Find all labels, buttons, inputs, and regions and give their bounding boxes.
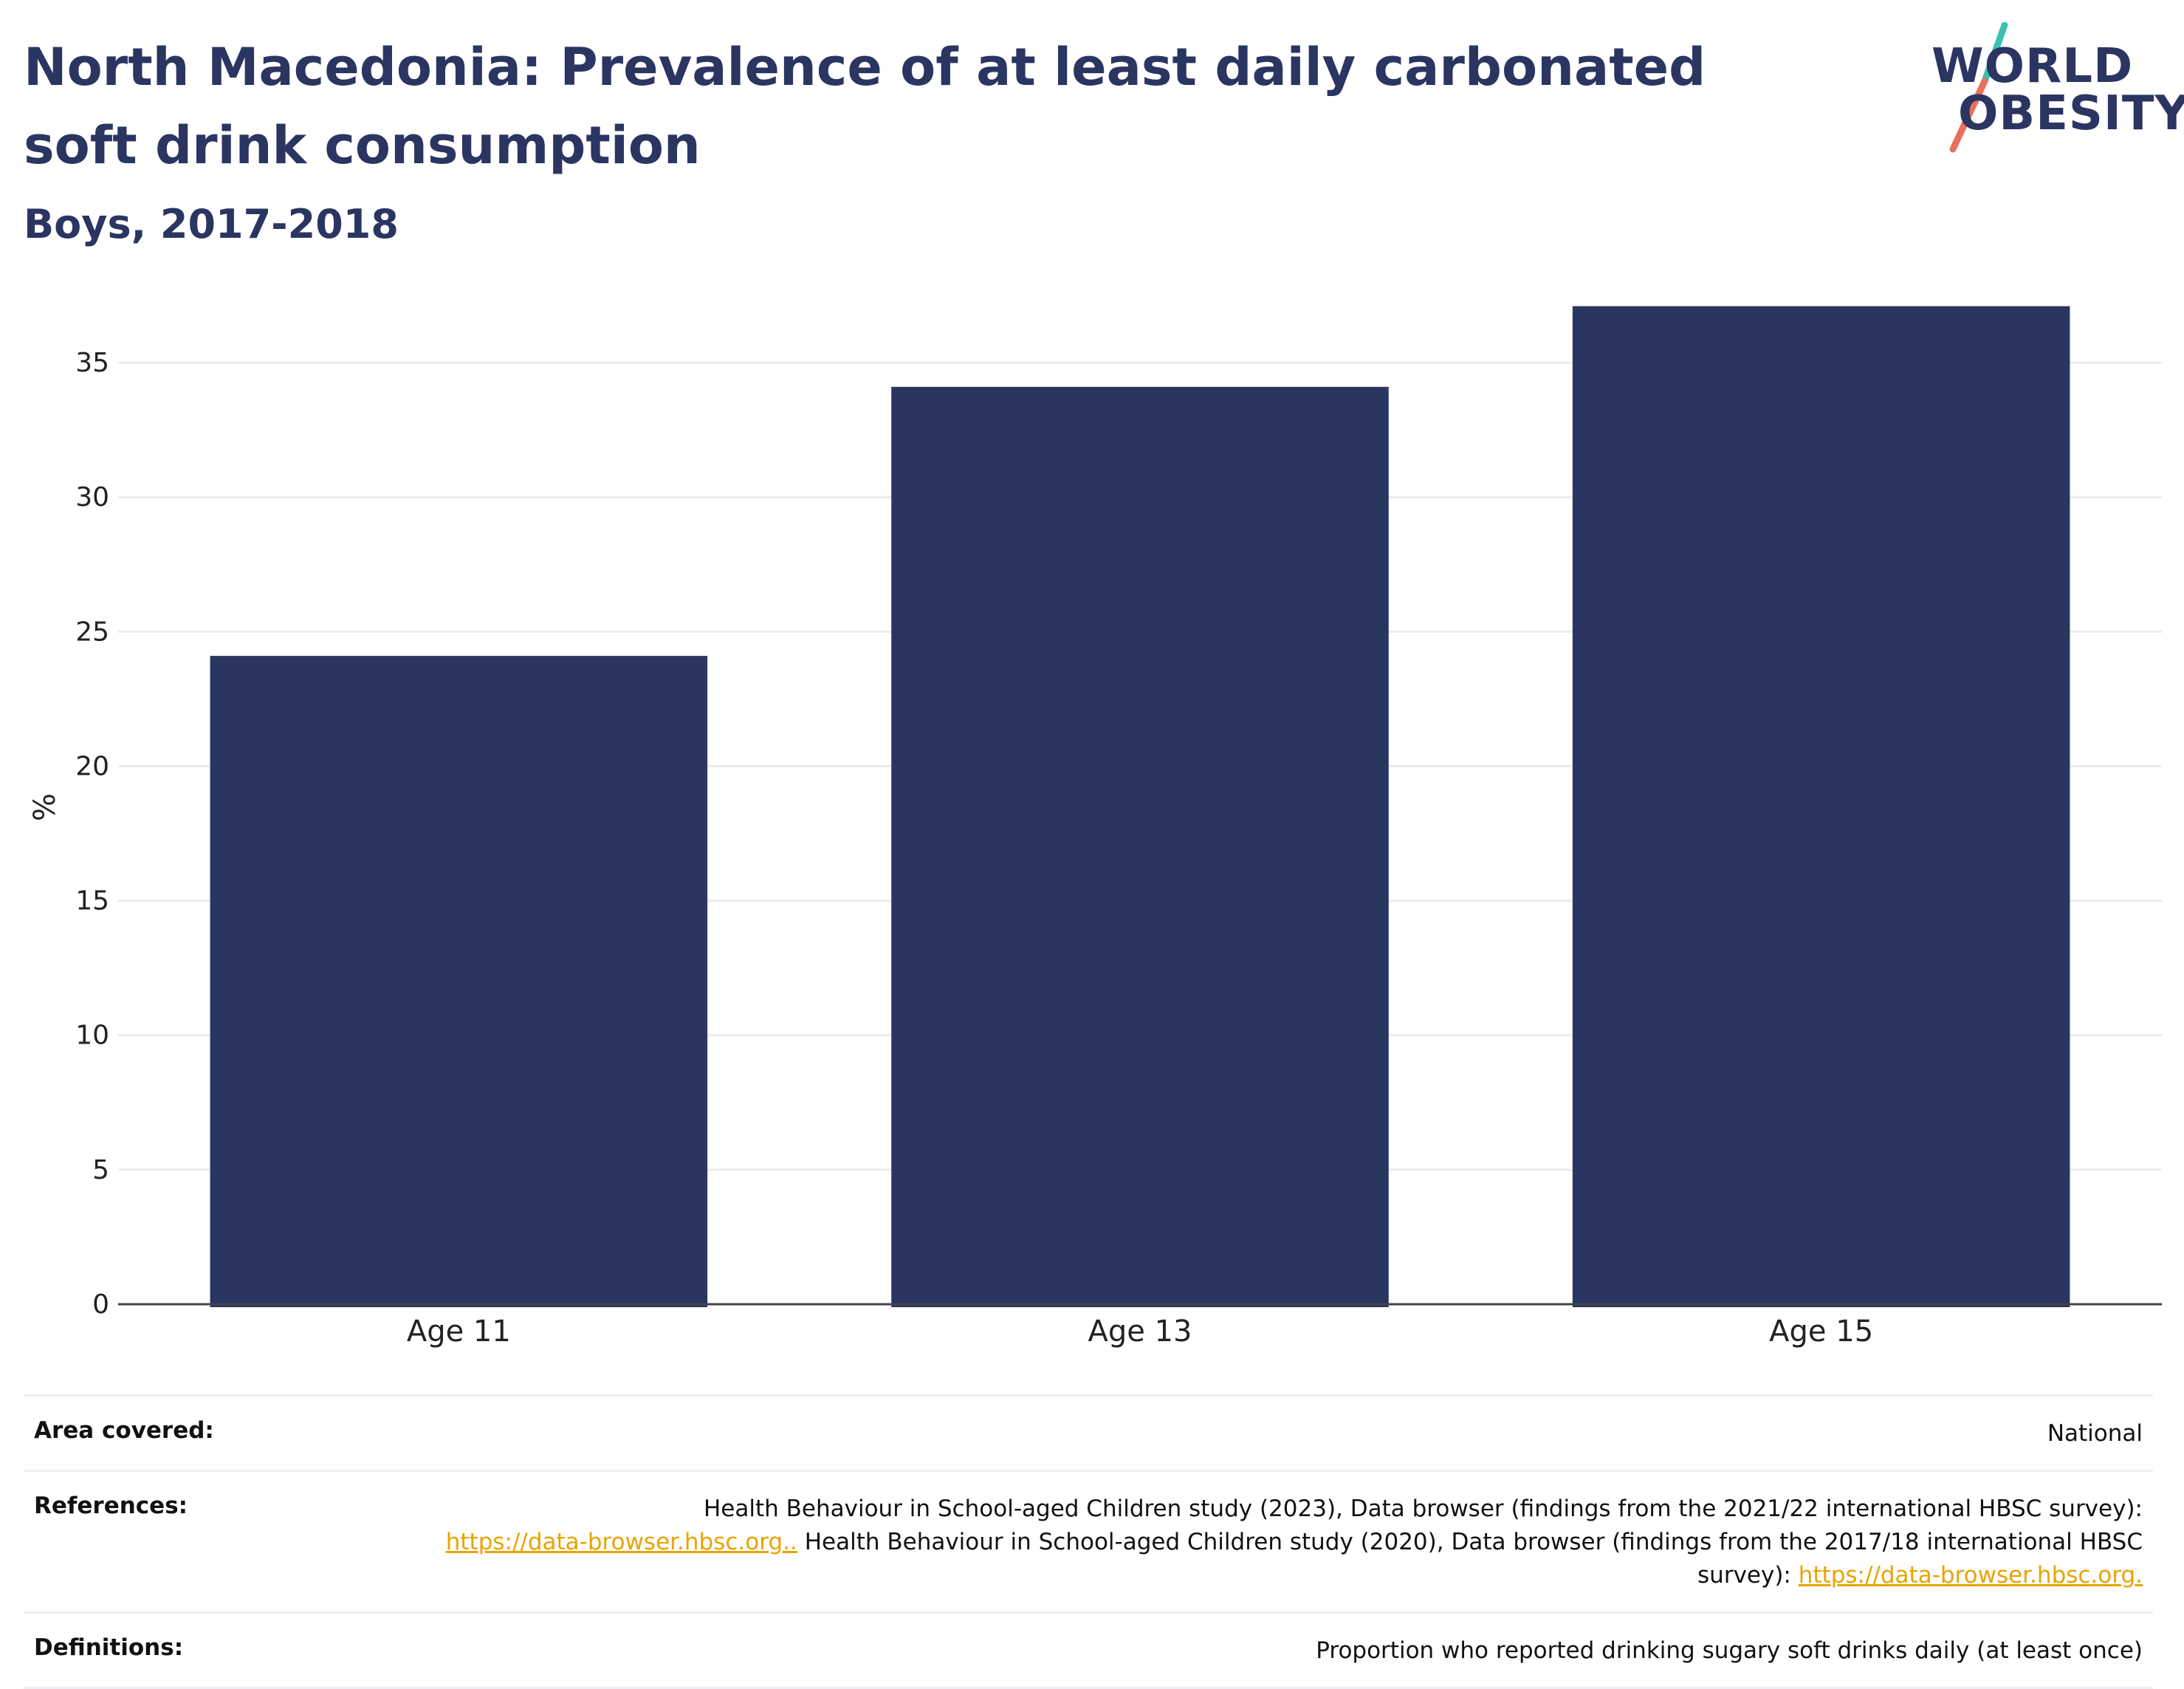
area-label: Area covered: (34, 1417, 214, 1444)
logo-line2: OBESITY (1958, 86, 2184, 141)
y-tick-label: 0 (92, 1289, 109, 1320)
bar-chart: 0 5 10 15 20 25 30 35% Age 11 Age 13 Age 15 (0, 295, 2184, 1374)
logo-slash-icon (1949, 21, 2008, 153)
definitions-label: Definitions: (34, 1634, 184, 1661)
y-tick-label: 35 (75, 348, 109, 378)
footer-row-references: References: Health Behaviour in School-a… (24, 1470, 2153, 1611)
definitions-value: Proportion who reported drinking sugary … (1316, 1637, 2143, 1664)
x-tick-label: Age 13 (1088, 1315, 1192, 1349)
y-tick-label: 10 (75, 1021, 109, 1051)
footer-row-definitions: Definitions: Proportion who reported dri… (24, 1611, 2153, 1689)
y-tick-label: 25 (75, 617, 109, 647)
y-tick-label: 5 (92, 1155, 109, 1185)
bar (891, 386, 1389, 1308)
x-tick-label: Age 11 (407, 1315, 511, 1349)
references-label: References: (34, 1493, 188, 1519)
references-value: Health Behaviour in School-aged Children… (444, 1493, 2143, 1592)
bar (210, 656, 708, 1307)
chart-title: North Macedonia: Prevalence of at least … (24, 37, 1706, 176)
x-tick-label: Age 15 (1769, 1315, 1873, 1349)
world-obesity-logo: WORLD OBESITY (1920, 21, 2184, 155)
y-tick-label: 30 (75, 482, 109, 513)
y-tick-label: 20 (75, 751, 109, 781)
references-link-1[interactable]: https://data-browser.hbsc.org.. (445, 1529, 797, 1555)
y-axis-label: % (28, 793, 62, 821)
logo-line1: WORLD (1931, 39, 2134, 94)
chart-footer: Area covered: National References: Healt… (24, 1394, 2153, 1689)
footer-row-area: Area covered: National (24, 1394, 2153, 1470)
area-value: National (2047, 1420, 2143, 1447)
chart-svg: 0 5 10 15 20 25 30 35% Age 11 Age 13 Age 15 (28, 306, 2162, 1349)
references-text-2: Health Behaviour in School-aged Children… (804, 1529, 2143, 1589)
chart-subtitle: Boys, 2017-2018 (24, 201, 399, 247)
references-text-1: Health Behaviour in School-aged Children… (704, 1496, 2143, 1522)
references-link-2[interactable]: https://data-browser.hbsc.org. (1798, 1562, 2143, 1589)
bar (1572, 306, 2070, 1307)
y-tick-label: 15 (75, 886, 109, 917)
